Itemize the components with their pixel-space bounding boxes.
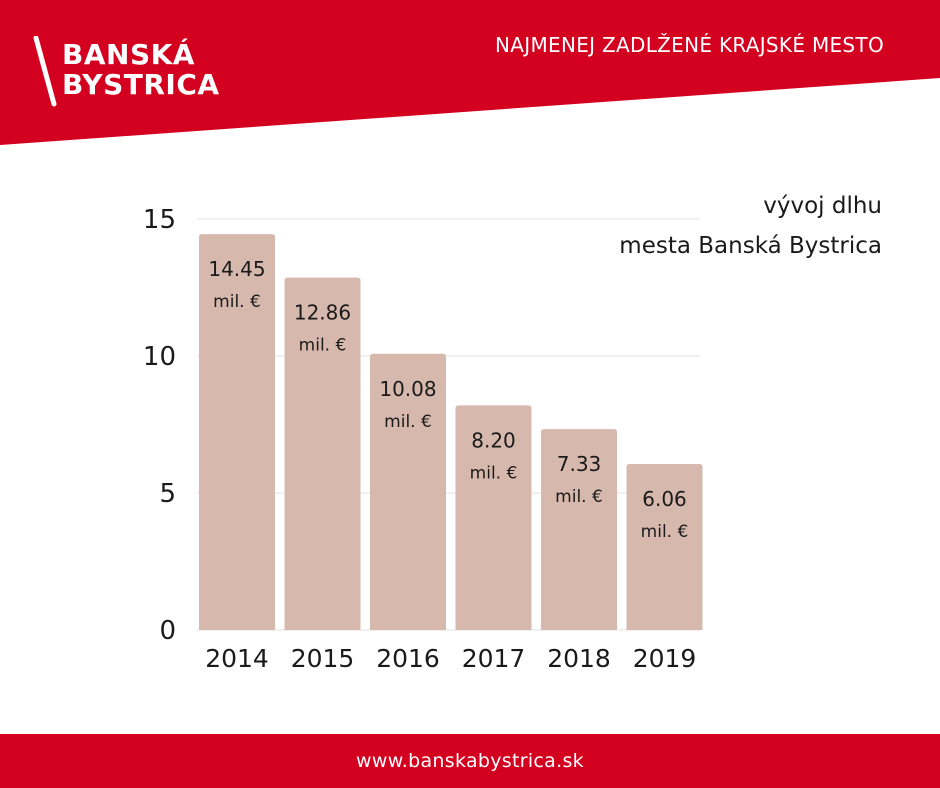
chart-title-line-1: vývoj dlhu <box>763 193 882 219</box>
bar-unit-label: mil. € <box>299 336 347 356</box>
bar-value-label: 7.33 <box>557 452 602 476</box>
bar-unit-label: mil. € <box>641 522 689 542</box>
chart-title-line-2: mesta Banská Bystrica <box>619 233 882 259</box>
bar <box>199 234 275 630</box>
logo-line-1: BANSKÁ <box>62 38 195 71</box>
x-tick-label: 2018 <box>547 644 611 673</box>
logo-slash-icon <box>33 36 57 107</box>
bar-value-label: 12.86 <box>294 301 351 325</box>
bar-value-label: 10.08 <box>379 377 436 401</box>
bar <box>541 429 617 630</box>
bar <box>455 405 532 630</box>
bar-value-label: 8.20 <box>471 428 516 452</box>
y-tick-label: 10 <box>143 342 176 372</box>
x-tick-label: 2014 <box>205 644 269 673</box>
header-banner <box>0 0 940 145</box>
website-link[interactable]: www.banskabystrica.sk <box>356 750 584 772</box>
bar-value-label: 6.06 <box>642 487 687 511</box>
bar-unit-label: mil. € <box>555 487 603 507</box>
bar-unit-label: mil. € <box>213 292 261 312</box>
y-tick-label: 5 <box>159 479 176 509</box>
bar-unit-label: mil. € <box>384 412 432 432</box>
logo: BANSKÁ BYSTRICA <box>62 40 220 100</box>
logo-line-2: BYSTRICA <box>62 68 220 101</box>
x-tick-label: 2019 <box>633 644 697 673</box>
x-tick-label: 2017 <box>462 644 526 673</box>
bar <box>370 353 446 630</box>
x-tick-label: 2015 <box>291 644 355 673</box>
x-tick-label: 2016 <box>376 644 440 673</box>
footer-bar: www.banskabystrica.sk <box>0 734 940 788</box>
bar-unit-label: mil. € <box>470 463 518 483</box>
header-tagline: NAJMENEJ ZADLŽENÉ KRAJSKÉ MESTO <box>495 33 884 57</box>
bar-value-label: 14.45 <box>208 257 265 281</box>
y-tick-label: 0 <box>159 616 176 646</box>
y-tick-label: 15 <box>143 205 176 235</box>
chart-title: vývoj dlhu mesta Banská Bystrica <box>619 186 882 266</box>
bar <box>284 277 361 630</box>
bar <box>626 463 703 630</box>
